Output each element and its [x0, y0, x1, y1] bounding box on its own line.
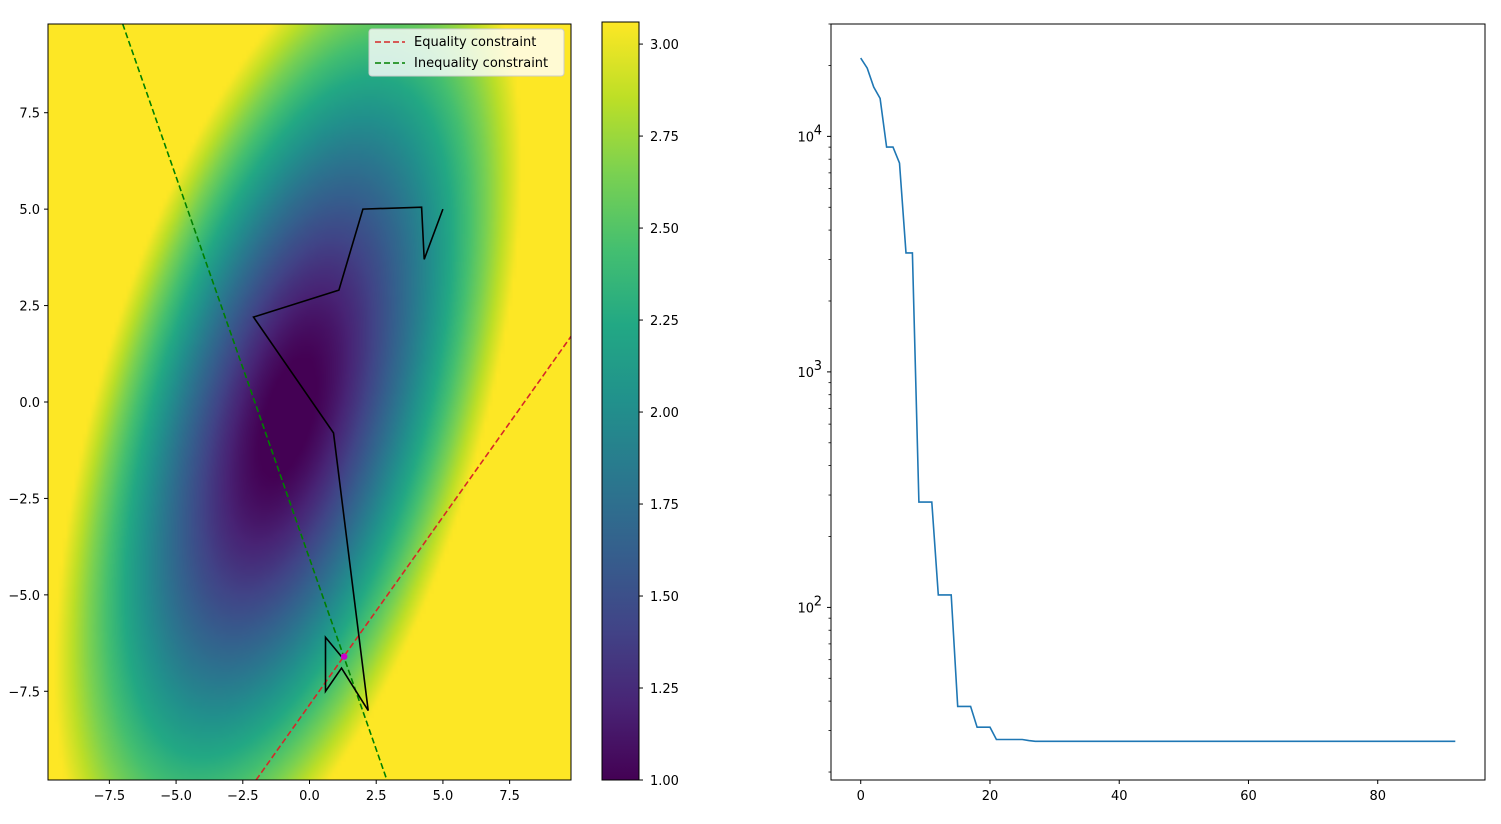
objective-line: [860, 57, 1456, 743]
right-ytick-label: 10: [797, 130, 814, 145]
left-xtick-label: 2.5: [366, 789, 387, 804]
legend-label-inequality: Inequality constraint: [414, 56, 548, 71]
colorbar-tick-label: 2.00: [650, 406, 679, 421]
left-xtick-label: −2.5: [227, 789, 259, 804]
right-ytick-exponent: 2: [814, 594, 822, 609]
left-ytick-label: 0.0: [19, 396, 40, 411]
right-axes-background: [831, 24, 1485, 780]
legend-box: [368, 28, 565, 77]
contour-plot: −7.5 −5.0 −2.5 0.0 2.5 5.0 7.5 −7.5 −5.0 −2.5 0.0…: [8, 23, 572, 804]
right-ytick-label: 10: [797, 366, 814, 381]
colorbar-gradient: [602, 22, 639, 780]
left-xtick-label: 7.5: [499, 789, 520, 804]
colorbar-tick-label: 1.75: [650, 498, 679, 513]
left-ytick-label: 5.0: [19, 203, 40, 218]
colorbar-tick-label: 2.25: [650, 314, 679, 329]
right-xtick-label: 20: [982, 789, 999, 804]
colorbar: 1.00 1.25 1.50 1.75 2.00 2.25 2.50 2.75 3.00: [601, 21, 679, 789]
left-xtick-label: −5.0: [160, 789, 192, 804]
heatmap-image: [48, 24, 571, 780]
legend: Equality constraint Inequality constrain…: [368, 28, 565, 77]
left-xtick-label: 5.0: [433, 789, 454, 804]
equality-line: [255, 335, 571, 780]
left-ytick-label: −2.5: [8, 492, 40, 507]
colorbar-tick-label: 2.75: [650, 130, 679, 145]
right-xtick-label: 0: [857, 789, 865, 804]
right-ytick-exponent: 4: [814, 123, 822, 138]
right-xtick-label: 80: [1369, 789, 1386, 804]
path: [252, 206, 444, 712]
right-ytick-label: 10: [797, 601, 814, 616]
colorbar-tick-label: 1.50: [650, 590, 679, 605]
left-xtick-label: −7.5: [94, 789, 126, 804]
right-axes-frame: [830, 23, 1486, 781]
right-xtick-label: 60: [1240, 789, 1257, 804]
colorbar-tick-label: 1.25: [650, 682, 679, 697]
right-ytick-exponent: 3: [814, 359, 822, 374]
colorbar-tick-label: 1.00: [650, 774, 679, 789]
colorbar-frame: [601, 21, 640, 781]
colorbar-tick-label: 2.50: [650, 222, 679, 237]
optimum-marker: [340, 653, 348, 660]
left-ytick-label: 2.5: [19, 300, 40, 315]
right-xtick-label: 40: [1111, 789, 1128, 804]
left-ytick-label: −7.5: [8, 685, 40, 700]
left-xtick-label: 0.0: [299, 789, 320, 804]
colorbar-tick-label: 3.00: [650, 38, 679, 53]
left-ytick-label: 7.5: [19, 107, 40, 122]
legend-label-equality: Equality constraint: [414, 35, 536, 50]
left-ytick-label: −5.0: [8, 589, 40, 604]
